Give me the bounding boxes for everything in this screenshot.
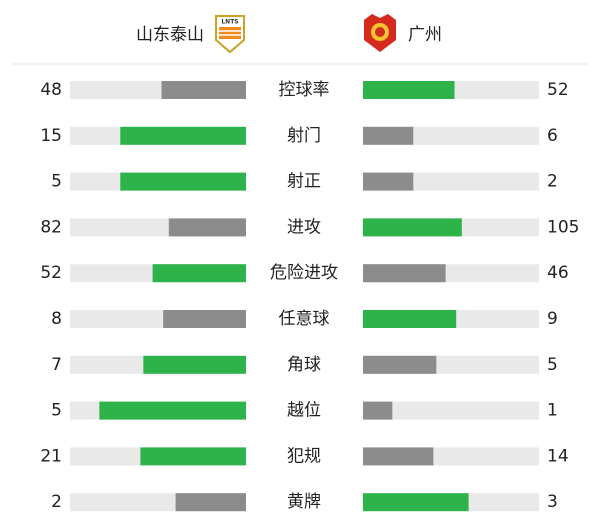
home-bar: [143, 355, 246, 374]
home-value: 21: [40, 446, 62, 466]
home-bar: [99, 401, 246, 420]
away-bar: [363, 81, 455, 99]
home-bar: [120, 126, 246, 145]
home-value: 2: [51, 492, 62, 512]
away-value: 105: [547, 217, 579, 237]
home-value: 5: [51, 401, 62, 421]
away-bar: [363, 172, 414, 191]
stat-label: 控球率: [279, 80, 330, 100]
home-team-name: 山东泰山: [136, 25, 204, 45]
home-value: 7: [51, 355, 62, 375]
home-value: 82: [40, 217, 62, 237]
stat-label: 越位: [287, 401, 321, 421]
away-bar: [363, 310, 457, 328]
home-bar: [163, 310, 246, 328]
home-logo: LNTS: [215, 15, 245, 54]
home-bar: [168, 218, 246, 237]
stat-label: 任意球: [279, 309, 330, 329]
away-bar: [363, 126, 414, 145]
home-value: 5: [51, 172, 62, 192]
home-bar: [161, 81, 246, 99]
home-bar: [140, 447, 246, 466]
stat-label: 犯规: [287, 446, 321, 466]
stat-label: 进攻: [287, 217, 321, 237]
home-logo-text: LNTS: [221, 19, 238, 26]
home-value: 48: [40, 80, 62, 100]
stat-label: 角球: [287, 355, 321, 375]
away-bar: [363, 264, 446, 283]
home-value: 52: [40, 263, 62, 283]
away-value: 2: [547, 172, 558, 192]
away-bar: [363, 447, 434, 466]
away-bar: [363, 218, 462, 237]
away-value: 52: [547, 80, 569, 100]
home-value: 8: [51, 309, 62, 329]
stat-label: 黄牌: [287, 492, 321, 512]
away-value: 46: [547, 263, 569, 283]
away-value: 9: [547, 309, 558, 329]
home-bar: [120, 172, 246, 191]
away-value: 1: [547, 401, 558, 421]
away-track: [363, 401, 539, 420]
away-value: 3: [547, 492, 558, 512]
stat-label: 射正: [287, 172, 321, 192]
home-bar: [175, 493, 246, 512]
away-logo: [364, 14, 396, 52]
away-bar: [363, 401, 393, 420]
home-bar: [152, 264, 246, 283]
away-value: 14: [547, 446, 569, 466]
away-value: 5: [547, 355, 558, 375]
stat-label: 射门: [287, 126, 321, 146]
home-value: 15: [40, 126, 62, 146]
away-value: 6: [547, 126, 558, 146]
away-team-name: 广州: [408, 25, 442, 45]
away-bar: [363, 493, 469, 512]
stat-label: 危险进攻: [270, 263, 338, 283]
away-bar: [363, 355, 437, 374]
